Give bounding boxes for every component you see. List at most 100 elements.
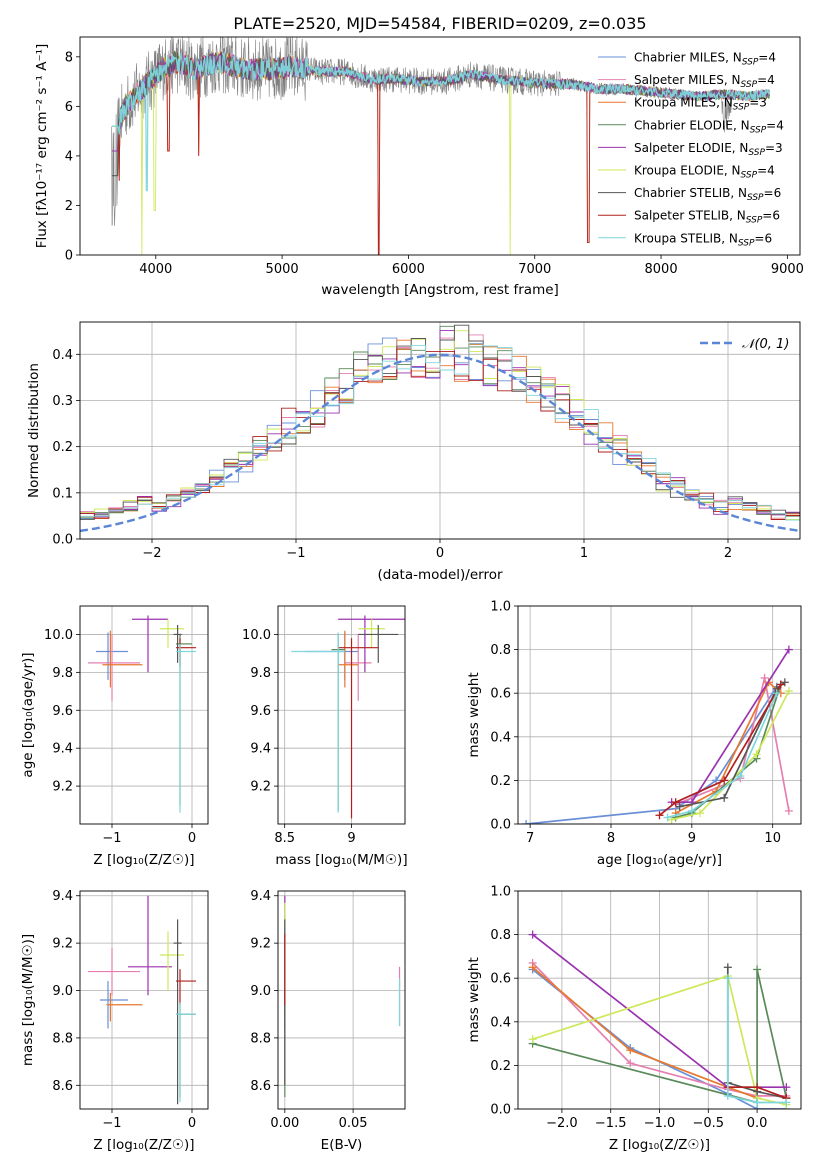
x-tick-label: −1 [102, 831, 121, 846]
y-axis-label: age [log₁₀(age/yr)] [20, 652, 36, 777]
legend-nssp-value: 4 [768, 51, 776, 65]
y-axis-label: Flux [fλ10⁻¹⁷ erg cm⁻² s⁻¹ A⁻¹] [34, 44, 50, 249]
axes-frame [277, 605, 406, 825]
legend-label: Salpeter STELIB, NSSP=6 [634, 209, 780, 226]
panel-age_vs_Z: −1 0 9.2 9.4 9.6 9.8 10.0 Z [log₁₀(Z/Z☉)] age [l… [20, 605, 209, 868]
y-tick-label: 9.0 [250, 984, 271, 999]
data-point [338, 638, 379, 819]
x-tick-label: 0 [188, 831, 196, 846]
series-marker [522, 820, 531, 824]
series-marker [753, 965, 762, 974]
y-tick-label: 9.4 [250, 742, 271, 757]
panel-residuals: −2 −1 0 1 2 0.0 0.1 0.2 0.3 0.4 (data-model)/error… [26, 321, 801, 583]
y-tick-label: 0.6 [490, 687, 511, 702]
series-marker [782, 1083, 791, 1092]
legend-nssp-sub: SSP [741, 171, 758, 181]
y-tick-label: 0 [65, 249, 73, 264]
ticks-age_vs_Z: −1 0 9.2 9.4 9.6 9.8 10.0 [44, 628, 196, 846]
x-tick-label: 1 [580, 546, 588, 561]
series-marker [784, 645, 793, 654]
x-tick-label: 10 [764, 831, 781, 846]
legend-model-name: Chabrier ELODIE [634, 118, 733, 132]
ticks-mass_vs_Z: −1 0 8.6 8.8 9.0 9.2 9.4 [52, 889, 196, 1131]
x-tick-label: 9000 [771, 262, 804, 277]
legend-nssp-prefix: , N [724, 164, 741, 178]
x-axis-label: E(B-V) [321, 1137, 363, 1153]
y-tick-label: 0.3 [52, 394, 73, 409]
x-axis-label: Z [log₁₀(Z/Z☉)] [93, 852, 194, 868]
series-marker [720, 793, 729, 802]
legend-label: Salpeter ELODIE, NSSP=3 [634, 141, 783, 158]
series-marker [528, 930, 537, 939]
y-tick-label: 4 [65, 149, 73, 164]
series-marker [752, 750, 761, 759]
y-axis-label: mass [log₁₀(M/M☉)] [20, 934, 36, 1066]
legend-nssp-value: 6 [774, 186, 782, 200]
data-point [176, 1002, 196, 1102]
x-tick-label: 5000 [266, 262, 299, 277]
plot-area-residuals [80, 324, 800, 533]
legend-nssp-eq: = [757, 73, 767, 87]
legend-model-name: Salpeter ELODIE [634, 141, 732, 155]
y-tick-label: 8.6 [52, 1079, 73, 1094]
x-tick-label: −1 [102, 1116, 121, 1131]
series-line [726, 978, 787, 1104]
legend-nssp-eq: = [757, 164, 767, 178]
legend-nssp-prefix: , N [725, 51, 742, 65]
x-tick-label: −1 [286, 546, 305, 561]
legend-nssp-value: 6 [764, 231, 772, 245]
series-marker [720, 776, 729, 785]
panel-mass_weight_vs_Z: −2.0 −1.5 −1.0 −0.5 0.0 0.0 0.2 0.4 0.6 0.8 1.0 Z [… [466, 885, 802, 1153]
series-marker [736, 772, 745, 781]
legend-nssp-sub: SSP [748, 148, 765, 158]
y-tick-label: 0.0 [490, 1103, 511, 1118]
data-point [160, 931, 184, 991]
legend-label: Salpeter MILES, NSSP=4 [634, 73, 775, 90]
ticks-spectrum: 4000 5000 6000 7000 8000 9000 0 2 4 6 8 [65, 50, 804, 277]
x-tick-label: 0.0 [747, 1116, 768, 1131]
x-axis-label: mass [log₁₀(M/M☉)] [275, 852, 407, 868]
y-tick-label: 10.0 [242, 628, 271, 643]
legend-nssp-prefix: , N [716, 96, 733, 110]
series-marker [784, 687, 793, 696]
y-tick-label: 8 [65, 50, 73, 65]
legend-nssp-eq: = [765, 141, 775, 155]
legend-model-name: Chabrier MILES [634, 51, 725, 65]
legend-nssp-value: 4 [776, 118, 784, 132]
series-marker [528, 1035, 537, 1044]
series-marker [695, 809, 704, 818]
series-marker [753, 1098, 762, 1107]
y-axis-label: mass weight [466, 672, 482, 757]
y-tick-label: 9.2 [52, 937, 73, 952]
x-tick-label: −0.5 [693, 1116, 725, 1131]
data-point [132, 615, 168, 673]
y-axis-label: Normed distribution [26, 363, 42, 498]
y-tick-label: 9.6 [52, 704, 73, 719]
y-tick-label: 8.8 [250, 1031, 271, 1046]
y-tick-label: 6 [65, 100, 73, 115]
plot-area-mass_vs_ebv [284, 895, 401, 1098]
series-marker [760, 673, 769, 682]
legend-nssp-value: 3 [775, 141, 783, 155]
panel-spectrum: 4000 5000 6000 7000 8000 9000 0 2 4 6 8 wavelength … [34, 36, 804, 298]
x-tick-label: 8 [607, 831, 615, 846]
ticks-mass_vs_ebv: 0.00 0.05 8.6 8.8 9.0 9.2 9.4 [250, 889, 367, 1131]
y-tick-label: 0.0 [52, 533, 73, 548]
legend-model-name: Salpeter STELIB [634, 209, 729, 223]
legend-nssp-sub: SSP [747, 193, 764, 203]
series-marker [626, 1059, 635, 1068]
legend-nssp-prefix: , N [729, 209, 746, 223]
ticks-mass_weight_vs_Z: −2.0 −1.5 −1.0 −0.5 0.0 0.0 0.2 0.4 0.6 0.8 1.0 [490, 885, 767, 1132]
histogram-kroupa-stelib [80, 343, 800, 521]
legend-model-name: Salpeter MILES [634, 73, 724, 87]
legend-label: 𝒩(0, 1) [742, 337, 789, 352]
y-tick-label: 0.2 [490, 1059, 511, 1074]
y-tick-label: 0.8 [490, 643, 511, 658]
legend-label: Chabrier STELIB, NSSP=6 [634, 186, 781, 203]
axes-frame [79, 605, 209, 825]
legend-nssp-sub: SSP [750, 125, 767, 135]
legend-nssp-eq: = [766, 118, 776, 132]
data-point [128, 895, 172, 996]
y-tick-label: 9.4 [52, 889, 73, 904]
